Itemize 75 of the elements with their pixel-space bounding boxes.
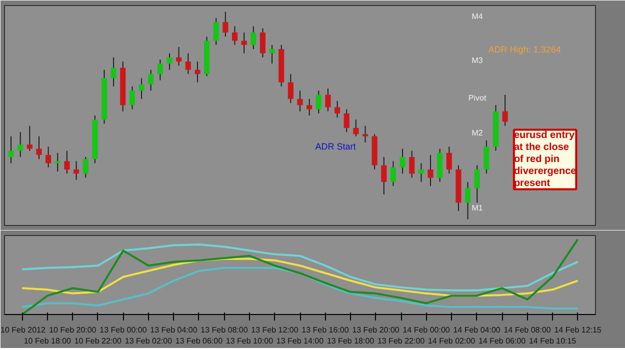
x-tick-label: 13 Feb 02:00 — [124, 336, 173, 346]
x-tick-label: 13 Feb 22:00 — [377, 336, 426, 346]
candlestick — [64, 150, 70, 174]
candlestick — [353, 119, 359, 137]
candlestick — [222, 11, 228, 38]
candlestick — [334, 100, 340, 118]
candlestick — [36, 136, 42, 160]
x-tick-label: 14 Feb 06:00 — [478, 336, 526, 346]
x-tick-label: 13 Feb 14:00 — [276, 336, 324, 346]
x-tick-label: 13 Feb 08:00 — [200, 326, 248, 334]
x-tick-label: 14 Feb 10:15 — [528, 336, 577, 346]
x-tick-label: 10 Feb 20:00 — [49, 326, 97, 334]
x-tick-label: 10 Feb 22:00 — [74, 336, 122, 346]
x-tick-label: 13 Feb 00:00 — [100, 326, 148, 334]
candlestick — [400, 148, 406, 174]
annotation: Pivot — [468, 93, 487, 102]
candlestick — [194, 61, 200, 83]
candlestick — [409, 150, 415, 178]
candlestick — [250, 26, 256, 50]
x-tick-label: 10 Feb 2012 — [0, 326, 46, 334]
candlestick — [73, 160, 80, 180]
candlestick — [138, 78, 144, 100]
x-tick-label: 10 Feb 18:00 — [24, 336, 72, 346]
candlestick — [362, 125, 368, 143]
x-tick-label: 13 Feb 20:00 — [352, 326, 400, 334]
x-tick-label: 13 Feb 16:00 — [302, 326, 350, 334]
candlestick — [325, 88, 331, 112]
annotation: ADR Start — [315, 141, 356, 152]
x-tick-label: 14 Feb 08:00 — [504, 326, 552, 334]
x-tick-label: 14 Feb 00:00 — [402, 326, 450, 334]
candlestick — [381, 156, 387, 195]
x-tick-label: 13 Feb 10:00 — [226, 336, 274, 346]
candlestick — [464, 181, 471, 220]
candlestick — [8, 136, 14, 164]
candlestick — [232, 26, 238, 46]
annotation: M2 — [472, 128, 484, 138]
x-tick-label: 13 Feb 06:00 — [175, 336, 224, 346]
candlestick — [418, 162, 424, 182]
candlestick — [260, 28, 266, 58]
candlestick — [269, 44, 275, 64]
annotation: ADR High: 1.3264 — [488, 44, 561, 54]
candlestick — [18, 132, 24, 158]
candlestick — [46, 146, 52, 168]
candlestick — [26, 125, 32, 152]
candlestick — [241, 32, 247, 54]
candlestick — [185, 52, 191, 74]
candlestick — [110, 56, 116, 87]
annotation: M1 — [472, 203, 484, 212]
candlestick — [446, 146, 452, 174]
x-tick-label: 14 Feb 02:00 — [428, 336, 476, 346]
candlestick — [148, 69, 154, 92]
candlestick — [316, 90, 322, 114]
candlestick — [502, 94, 508, 126]
candlestick — [129, 86, 136, 110]
candlestick — [390, 160, 396, 187]
candlestick — [428, 154, 434, 187]
candlestick — [213, 17, 219, 46]
x-tick-label: 14 Feb 04:00 — [453, 326, 501, 334]
candlestick — [166, 52, 172, 70]
candlestick — [54, 152, 60, 172]
candlestick — [306, 98, 312, 116]
candlestick — [176, 46, 182, 66]
x-tick-label: 13 Feb 18:00 — [326, 336, 375, 346]
x-tick-label: 14 Feb 12:15 — [554, 326, 602, 334]
candlestick — [157, 58, 163, 81]
candlestick — [484, 140, 490, 174]
candlestick — [474, 164, 480, 204]
x-tick-label: 13 Feb 12:00 — [251, 326, 299, 334]
candlestick — [288, 73, 294, 104]
candlestick — [344, 108, 350, 133]
x-tick-label: 13 Feb 04:00 — [150, 326, 198, 334]
annotation: M4 — [472, 12, 484, 21]
candlestick — [82, 156, 88, 178]
candlestick — [297, 90, 303, 112]
annotation: M3 — [472, 56, 484, 65]
